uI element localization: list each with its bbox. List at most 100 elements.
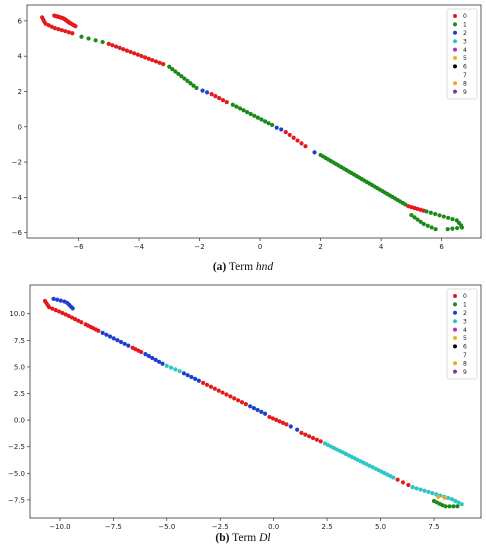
data-point-class-2 xyxy=(312,150,317,155)
data-point-class-3 xyxy=(449,497,455,502)
caption-b-term: Dl xyxy=(259,532,271,544)
y-tick-label: −6 xyxy=(12,229,23,237)
legend-label-5: 5 xyxy=(463,335,467,342)
data-point-class-2 xyxy=(146,353,151,359)
data-point-class-0 xyxy=(406,482,411,488)
legend-marker-0 xyxy=(453,14,457,18)
data-point-class-1 xyxy=(415,217,420,222)
x-tick-label: −4 xyxy=(134,243,145,251)
data-point-class-2 xyxy=(118,339,124,345)
legend-label-1: 1 xyxy=(463,22,467,29)
data-point-class-1 xyxy=(245,110,250,115)
x-tick-label: −5.0 xyxy=(158,523,175,531)
data-point-class-0 xyxy=(124,48,129,53)
data-point-class-0 xyxy=(236,398,241,403)
data-point-class-3 xyxy=(391,475,396,480)
data-point-class-0 xyxy=(291,135,296,140)
data-point-class-3 xyxy=(410,485,415,490)
data-point-class-2 xyxy=(100,330,105,335)
data-point-class-0 xyxy=(307,434,312,439)
data-point-class-0 xyxy=(208,384,214,389)
y-tick-label: 0 xyxy=(18,123,22,131)
data-point-class-0 xyxy=(132,51,137,56)
data-point-class-0 xyxy=(63,29,68,34)
y-tick-label: 6 xyxy=(18,17,23,25)
data-point-class-0 xyxy=(267,414,272,420)
legend-marker-4 xyxy=(453,47,457,52)
plot-area-frame xyxy=(29,284,482,519)
data-point-class-0 xyxy=(53,308,58,313)
data-point-class-0 xyxy=(128,49,133,55)
data-point-class-0 xyxy=(60,310,65,316)
data-point-class-8 xyxy=(436,494,441,499)
legend-label-9: 9 xyxy=(463,369,467,376)
data-point-class-1 xyxy=(262,119,268,124)
data-point-class-0 xyxy=(70,31,75,36)
data-point-class-0 xyxy=(117,45,122,50)
data-point-class-2 xyxy=(288,424,293,429)
y-tick-label: −5.0 xyxy=(8,470,25,478)
x-tick-label: −7.5 xyxy=(105,523,122,531)
data-point-class-2 xyxy=(157,359,162,364)
caption-a-term: hnd xyxy=(255,261,274,273)
data-point-class-2 xyxy=(263,411,268,416)
legend-label-2: 2 xyxy=(463,310,467,317)
data-point-class-0 xyxy=(277,419,282,424)
data-point-class-0 xyxy=(216,388,221,393)
data-point-class-0 xyxy=(63,312,68,317)
caption-b-prefix: Term xyxy=(232,532,260,544)
legend-label-9: 9 xyxy=(463,89,467,96)
data-point-class-1 xyxy=(100,39,105,45)
data-point-class-0 xyxy=(139,349,144,355)
data-point-class-2 xyxy=(51,296,56,301)
data-point-class-0 xyxy=(318,439,323,444)
data-point-class-0 xyxy=(303,144,308,149)
data-point-class-3 xyxy=(173,367,178,372)
x-tick-label: 0 xyxy=(258,243,262,251)
legend-label-8: 8 xyxy=(463,80,467,87)
data-point-class-1 xyxy=(234,104,239,109)
data-point-class-0 xyxy=(96,328,101,333)
data-point-class-0 xyxy=(299,430,304,435)
data-point-class-1 xyxy=(182,76,187,81)
data-point-class-2 xyxy=(143,352,148,357)
y-tick-label: −4 xyxy=(12,194,23,202)
data-point-class-1 xyxy=(179,74,184,79)
data-point-class-1 xyxy=(79,34,84,39)
legend-marker-8 xyxy=(453,361,457,366)
y-tick-label: 7.5 xyxy=(14,337,25,345)
y-tick-label: −2.5 xyxy=(8,443,25,451)
data-point-class-0 xyxy=(400,480,406,485)
data-point-class-3 xyxy=(459,502,464,507)
legend-marker-7 xyxy=(452,72,458,78)
data-point-class-2 xyxy=(193,376,198,381)
data-point-class-2 xyxy=(204,90,210,95)
legend-label-7: 7 xyxy=(463,72,467,79)
data-point-class-2 xyxy=(160,361,165,366)
data-point-class-1 xyxy=(425,223,430,228)
legend-box xyxy=(446,288,478,380)
data-point-class-1 xyxy=(185,78,190,83)
data-point-class-0 xyxy=(59,28,64,33)
data-point-class-1 xyxy=(437,213,442,218)
data-point-class-0 xyxy=(295,138,300,143)
data-point-class-0 xyxy=(69,315,75,320)
x-tick-label: 2 xyxy=(318,243,322,251)
data-point-class-1 xyxy=(167,64,172,69)
data-point-class-0 xyxy=(220,98,226,103)
legend-marker-8 xyxy=(453,81,457,86)
data-point-class-1 xyxy=(188,81,193,86)
data-point-class-0 xyxy=(73,24,78,29)
data-point-class-0 xyxy=(213,94,218,99)
data-point-class-1 xyxy=(418,219,423,224)
data-point-class-0 xyxy=(217,96,222,101)
data-point-class-0 xyxy=(310,435,316,441)
x-tick-label: 6 xyxy=(439,243,444,251)
data-point-class-0 xyxy=(56,309,62,314)
data-point-class-2 xyxy=(185,373,190,378)
data-point-class-1 xyxy=(248,111,253,117)
data-point-class-1 xyxy=(170,67,175,72)
data-point-class-1 xyxy=(431,498,437,504)
x-tick-label: −10.0 xyxy=(49,523,70,531)
